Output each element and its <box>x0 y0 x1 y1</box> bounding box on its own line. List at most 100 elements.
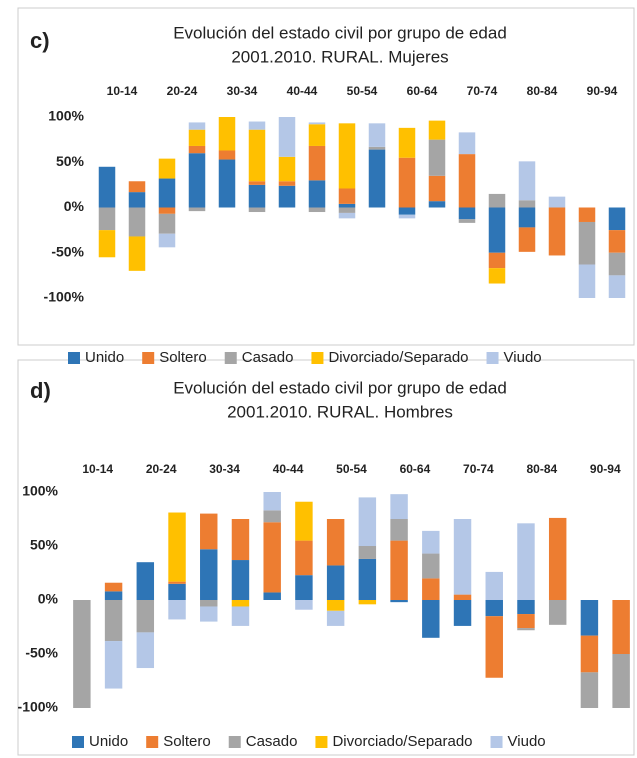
bar-segment <box>390 494 408 519</box>
bar-segment <box>248 129 266 182</box>
bar-segment <box>136 562 155 600</box>
bar-segment <box>188 122 206 130</box>
bar-segment <box>428 139 446 176</box>
bar-segment <box>168 600 186 620</box>
bar-segment <box>278 156 296 182</box>
chart-title: 2001.2010. RURAL. Mujeres <box>231 47 448 66</box>
x-tick-label: 80-84 <box>527 84 558 98</box>
y-tick-label: -100% <box>18 699 59 715</box>
bar-segment <box>308 180 326 208</box>
bar-segment <box>453 594 472 600</box>
x-tick-label: 30-34 <box>227 84 258 98</box>
bar-segment <box>248 207 266 213</box>
bar-segment <box>517 523 535 600</box>
bar-segment <box>428 120 446 140</box>
legend-label: Unido <box>85 349 124 366</box>
y-tick-label: -50% <box>25 645 58 661</box>
x-tick-label: 40-44 <box>287 84 318 98</box>
bar-segment <box>612 654 630 708</box>
bar-segment <box>188 129 206 146</box>
legend-label: Viudo <box>508 733 546 750</box>
bar-segment <box>338 188 356 204</box>
x-tick-label: 50-54 <box>347 84 378 98</box>
bar-segment <box>218 150 236 160</box>
bar-segment <box>136 632 155 669</box>
bar-segment <box>128 236 146 271</box>
x-tick-label: 20-24 <box>167 84 198 98</box>
legend-label: Casado <box>246 733 298 750</box>
y-tick-label: 50% <box>56 153 85 169</box>
bar-segment <box>548 517 567 600</box>
bar-segment <box>578 221 596 265</box>
bar-segment <box>104 582 123 592</box>
bar-segment <box>580 672 599 708</box>
bar-segment <box>580 635 599 673</box>
bar-segment <box>231 519 250 561</box>
x-tick-label: 40-44 <box>273 462 304 476</box>
legend-swatch <box>224 352 237 364</box>
panel-frame <box>17 359 635 756</box>
bar-segment <box>488 207 506 253</box>
y-tick-label: 100% <box>48 108 84 124</box>
bar-segment <box>308 122 326 125</box>
panel-frame <box>17 7 635 346</box>
bar-segment <box>168 583 186 600</box>
bar-segment <box>168 581 186 584</box>
bar-segment <box>326 600 345 611</box>
legend-label: Viudo <box>504 349 542 366</box>
bar-segment <box>200 600 218 607</box>
bar-segment <box>390 600 408 603</box>
bar-segment <box>248 121 266 130</box>
bar-segment <box>308 124 326 146</box>
bar-segment <box>231 606 250 626</box>
bar-segment <box>338 203 356 208</box>
bar-segment <box>358 600 377 605</box>
bar-segment <box>73 600 91 708</box>
bar-segment <box>168 512 186 582</box>
y-tick-label: -50% <box>51 243 84 259</box>
bar-segment <box>398 214 416 219</box>
legend-label: Soltero <box>159 349 207 366</box>
legend-swatch <box>311 352 324 364</box>
bar-segment <box>518 200 536 208</box>
panel-label: d) <box>30 378 51 403</box>
x-tick-label: 90-94 <box>587 84 618 98</box>
y-tick-label: 50% <box>30 537 59 553</box>
bar-segment <box>517 628 535 631</box>
bar-segment <box>188 153 206 208</box>
bar-segment <box>398 207 416 215</box>
bar-segment <box>338 207 356 213</box>
bar-segment <box>128 192 146 208</box>
bar-segment <box>98 166 116 208</box>
bar-segment <box>453 600 472 626</box>
bar-segment <box>422 530 440 554</box>
bar-segment <box>248 184 266 208</box>
bar-segment <box>158 213 176 234</box>
bar-segment <box>608 252 626 276</box>
bar-segment <box>453 519 472 595</box>
legend-swatch <box>486 352 499 364</box>
legend-swatch <box>228 736 241 748</box>
bar-segment <box>263 592 281 600</box>
bar-segment <box>200 513 218 550</box>
bar-segment <box>278 185 296 208</box>
x-tick-label: 60-64 <box>400 462 431 476</box>
bar-segment <box>428 201 446 208</box>
bar-segment <box>158 158 176 179</box>
bar-segment <box>422 578 440 600</box>
legend-swatch <box>68 352 80 364</box>
bar-segment <box>368 149 386 208</box>
bar-segment <box>358 546 377 559</box>
bar-segment <box>231 560 250 600</box>
bar-segment <box>422 600 440 638</box>
bar-segment <box>398 157 416 208</box>
bar-segment <box>158 207 176 214</box>
bar-segment <box>98 230 116 258</box>
legend-label: Divorciado/Separado <box>328 349 468 366</box>
bar-segment <box>338 123 356 189</box>
x-tick-label: 10-14 <box>82 462 113 476</box>
bar-segment <box>368 146 386 150</box>
bar-segment <box>104 600 123 642</box>
bar-segment <box>368 123 386 147</box>
